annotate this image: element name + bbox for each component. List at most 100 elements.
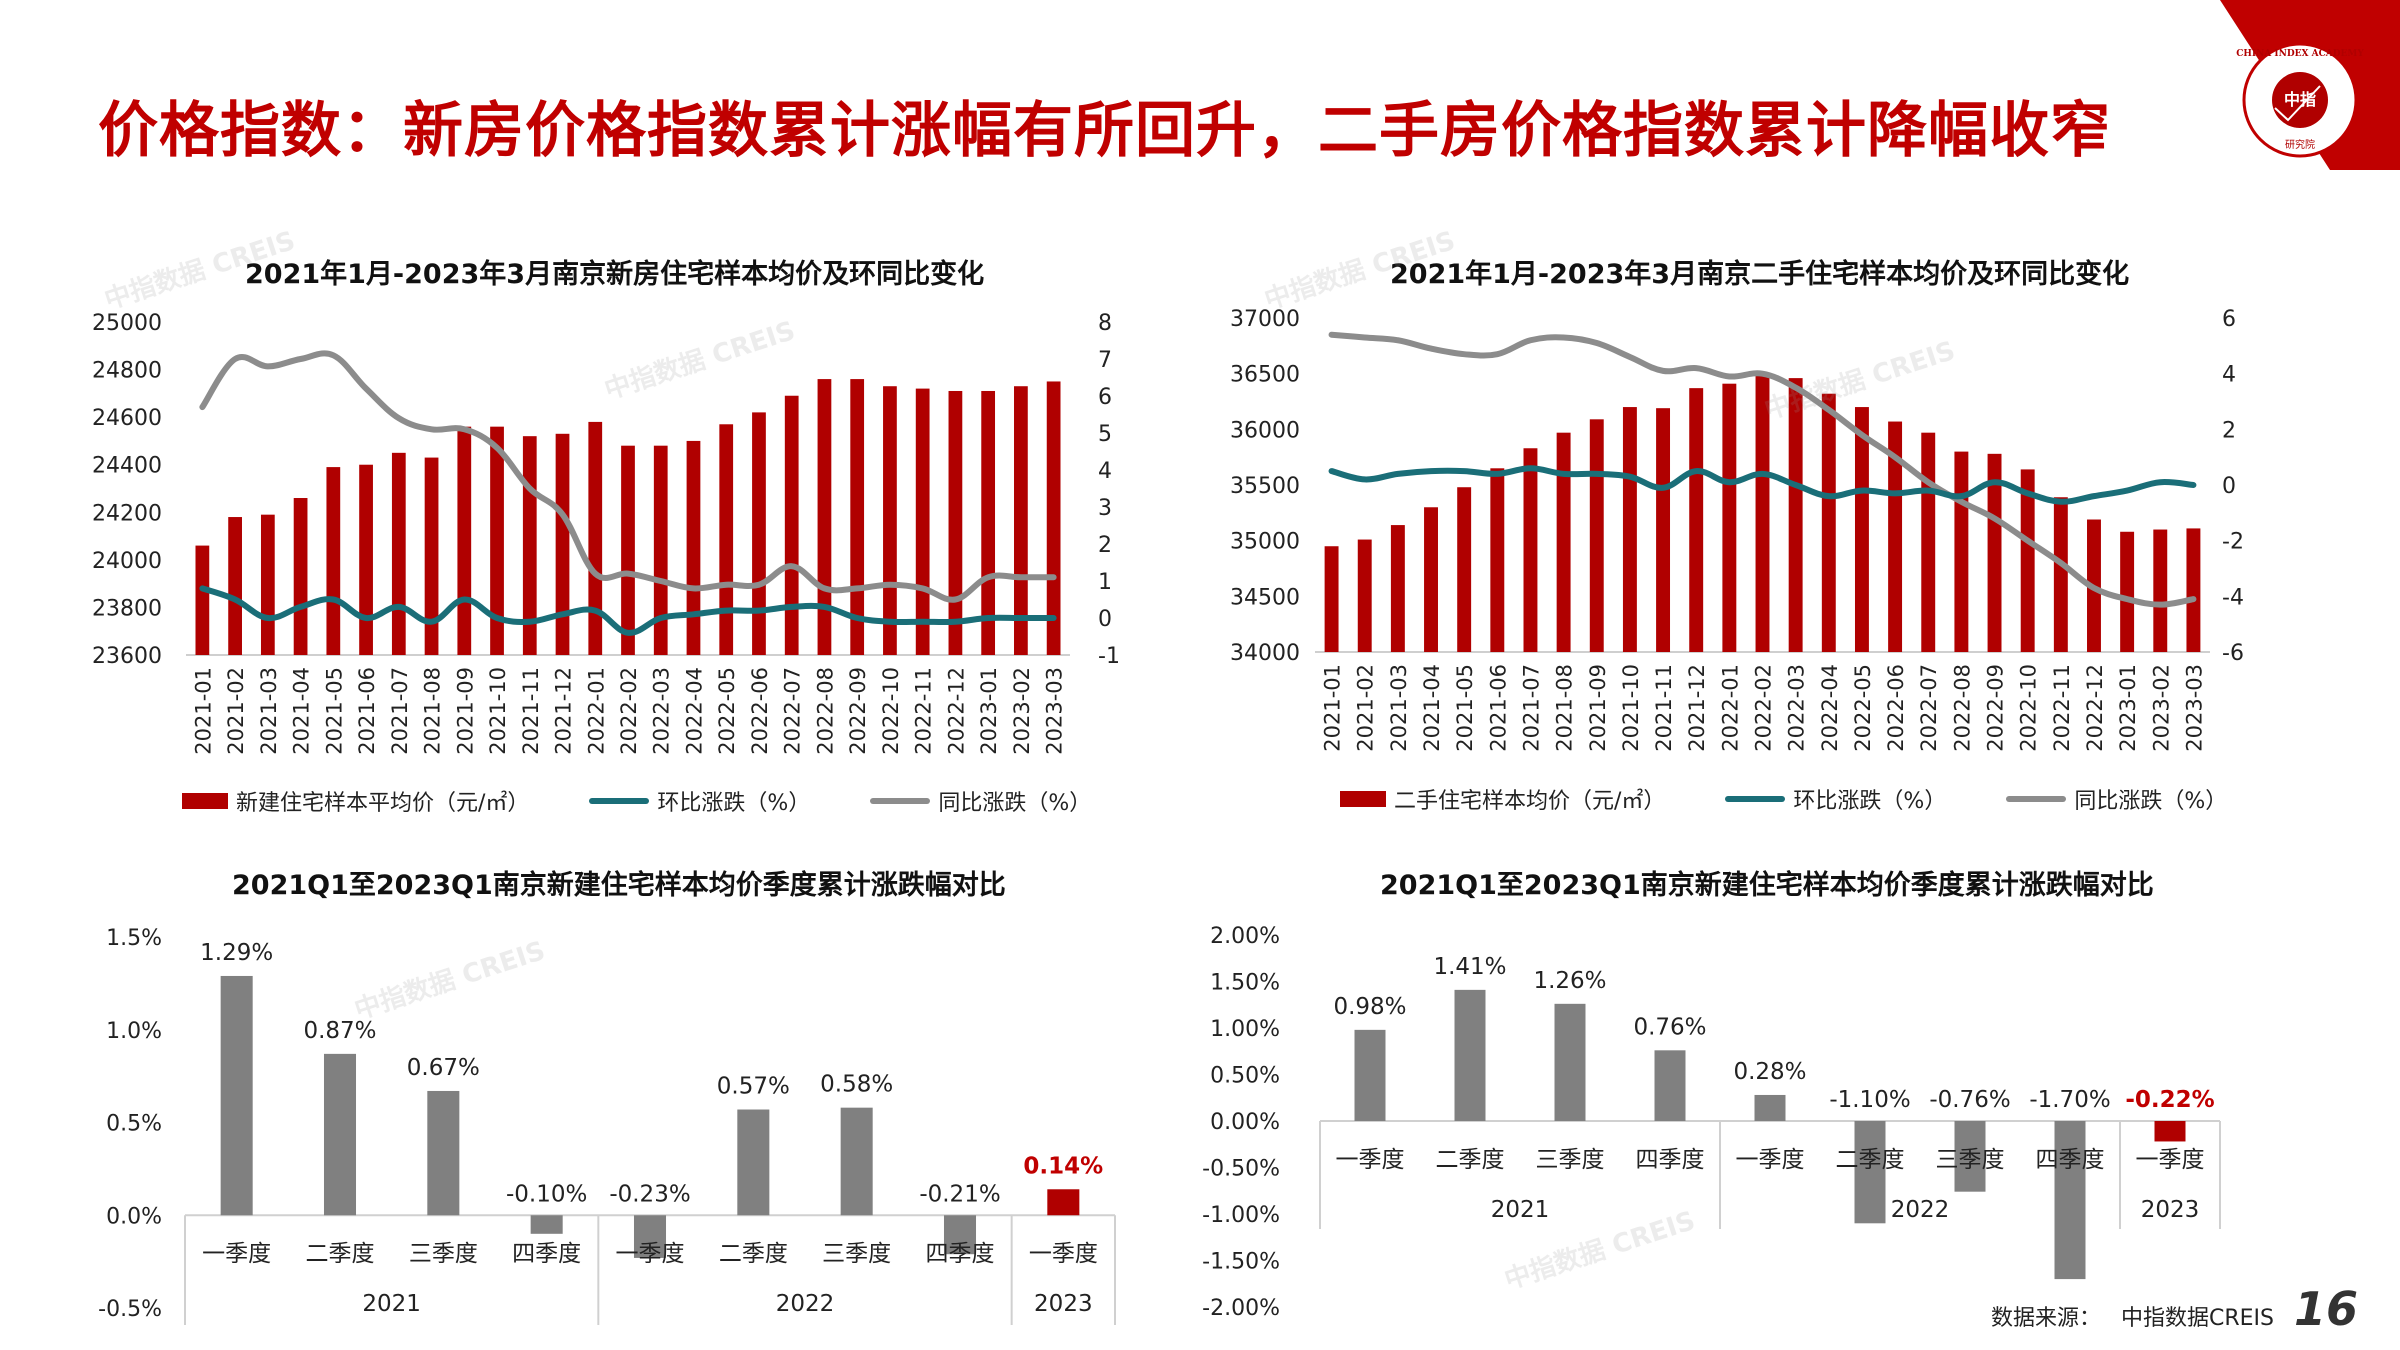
legend-item-yoy: 同比涨跌（%） [870, 785, 1091, 817]
y-axis-tick-label: 36500 [1230, 363, 1300, 388]
x-axis-tick-label: 2023-02 [1010, 667, 1034, 755]
logo-center-text: 中指 [2284, 90, 2316, 109]
x-axis-tick-label: 2023-01 [977, 667, 1001, 755]
x-axis-tick-label: 2023-02 [2149, 664, 2173, 752]
x-axis-tick-label: 2022-08 [813, 667, 837, 755]
chart-legend: 二手住宅样本均价（元/㎡） 环比涨跌（%） 同比涨跌（%） [1340, 783, 2227, 815]
bar-2022-12 [948, 390, 963, 655]
bar-2021-09 [457, 426, 472, 655]
y2-axis-tick-label: 7 [1098, 348, 1112, 373]
group-label-2021: 2021 [362, 1291, 421, 1317]
x-axis-tick-label: 2023-01 [2116, 664, 2140, 752]
category-label: 四季度 [1636, 1147, 1705, 1173]
legend-line-swatch [1725, 796, 1786, 802]
x-axis-tick-label: 2022-04 [1818, 664, 1842, 752]
bar-2022-05 [719, 424, 734, 655]
x-axis-tick-label: 2022-04 [682, 667, 706, 755]
bar-6 [840, 1107, 873, 1216]
data-label: 0.67% [407, 1055, 480, 1081]
category-label: 三季度 [1936, 1147, 2005, 1173]
bar-2022-09 [1987, 453, 2002, 652]
page-number: 16 [2293, 1282, 2358, 1336]
category-label: 二季度 [719, 1241, 788, 1267]
bar-2023-03 [1046, 381, 1061, 655]
y2-axis-tick-label: 5 [1098, 422, 1112, 447]
y2-axis-tick-label: 4 [1098, 459, 1112, 484]
x-axis-tick-label: 2021-09 [1586, 664, 1610, 752]
logo-bottom-text: 研究院 [2285, 138, 2315, 151]
bar-2021-06 [359, 464, 373, 655]
category-label: 四季度 [512, 1241, 581, 1267]
data-label: 1.29% [200, 940, 273, 966]
x-axis-tick-label: 2021-08 [1553, 664, 1577, 752]
y-axis-tick-label: -1.50% [1202, 1250, 1280, 1275]
y-axis-tick-label: 36000 [1230, 418, 1300, 443]
category-label: 二季度 [306, 1241, 375, 1267]
x-axis-tick-label: 2021-01 [1321, 664, 1345, 752]
x-axis-tick-label: 2021-02 [224, 667, 248, 755]
y2-axis-tick-label: 2 [1098, 533, 1112, 558]
bar-2021-05 [1457, 487, 1472, 652]
bar-4 [633, 1215, 667, 1258]
group-label-2022: 2022 [1891, 1197, 1950, 1223]
y2-axis-tick-label: -6 [2222, 641, 2244, 666]
source-label: 数据来源： [1990, 1306, 2101, 1331]
x-axis-tick-label: 2022-11 [912, 667, 936, 755]
logo-inner-circle [2272, 72, 2328, 128]
logo-ring-text: CHINA INDEX ACADEMY [2236, 49, 2364, 59]
bar-1 [1454, 989, 1486, 1121]
bar-2022-01 [588, 421, 603, 655]
new-home-price-plot: 25000 24800 24600 24400 24200 24000 23800 23600… [92, 311, 1120, 755]
x-axis-tick-label: 2022-10 [879, 667, 903, 755]
bar-2023-02 [2153, 529, 2168, 652]
x-axis-tick-label: 2021-11 [519, 667, 543, 755]
x-axis-tick-label: 2022-05 [715, 667, 739, 755]
new-home-price-chart: 2021年1月-2023年3月南京新房住宅样本均价及环同比变化 25000 248… [0, 240, 1180, 830]
bar-2023-03 [2186, 528, 2201, 652]
y2-axis-tick-label: 6 [2222, 307, 2236, 332]
second-hand-price-plot: 37000 36500 36000 35500 35000 34500 34000 6 4 2 0 -… [1230, 307, 2244, 752]
footer: 数据来源： 中指数据CREIS 16 [1991, 1282, 2358, 1336]
bar-2021-03 [260, 514, 275, 655]
bar-2021-08 [424, 457, 439, 655]
data-label: -0.10% [506, 1181, 587, 1207]
category-label: 三季度 [409, 1241, 478, 1267]
y2-axis-tick-label: 0 [1098, 607, 1112, 632]
category-label: 四季度 [2036, 1147, 2105, 1173]
data-label: 0.28% [1733, 1059, 1806, 1085]
x-axis-tick-label: 2022-09 [1984, 664, 2008, 752]
y-axis-tick-label: 23800 [92, 596, 162, 621]
x-axis-tick-label: 2021-03 [1387, 664, 1411, 752]
data-label: 0.57% [717, 1074, 790, 1100]
x-axis-tick-label: 2021-10 [486, 667, 510, 755]
data-label: -1.70% [2029, 1087, 2110, 1113]
x-axis-tick-label: 2021-12 [552, 667, 576, 755]
category-label: 二季度 [1436, 1147, 1505, 1173]
quarterly-second-chart: 2021Q1至2023Q1南京新建住宅样本均价季度累计涨跌幅对比 2.00% 1.… [1200, 855, 2400, 1335]
x-axis-tick-label: 2022-07 [781, 667, 805, 755]
bar-2022-02 [621, 445, 635, 655]
y-axis-tick-label: 25000 [92, 311, 162, 336]
bar-2021-03 [1390, 525, 1405, 652]
x-axis-tick-label: 2022-09 [846, 667, 870, 755]
bar-2022-04 [1821, 393, 1836, 652]
bar-2022-10 [2020, 469, 2035, 652]
legend-item-mom: 环比涨跌（%） [589, 785, 810, 817]
x-axis-tick-label: 2022-10 [2017, 664, 2041, 752]
data-label: -0.21% [919, 1181, 1000, 1207]
y-axis-tick-label: 24200 [92, 501, 162, 526]
category-label: 二季度 [1836, 1147, 1905, 1173]
bar-2021-07 [1523, 448, 1538, 652]
data-label: 1.26% [1533, 968, 1606, 994]
category-label: 一季度 [616, 1241, 685, 1267]
x-axis-tick-label: 2021-07 [1519, 664, 1543, 752]
y-axis-tick-label: -0.5% [98, 1297, 162, 1322]
legend-label: 环比涨跌（%） [1793, 789, 1947, 814]
bar-2021-01 [1324, 546, 1339, 652]
y-axis-tick-label: 24600 [92, 406, 162, 431]
group-label-2023: 2023 [2141, 1197, 2200, 1223]
legend-line-swatch [589, 798, 650, 804]
chart-title: 2021年1月-2023年3月南京二手住宅样本均价及环同比变化 [1390, 259, 2130, 290]
bar-2021-07 [391, 452, 406, 655]
y2-axis-tick-label: 4 [2222, 363, 2236, 388]
